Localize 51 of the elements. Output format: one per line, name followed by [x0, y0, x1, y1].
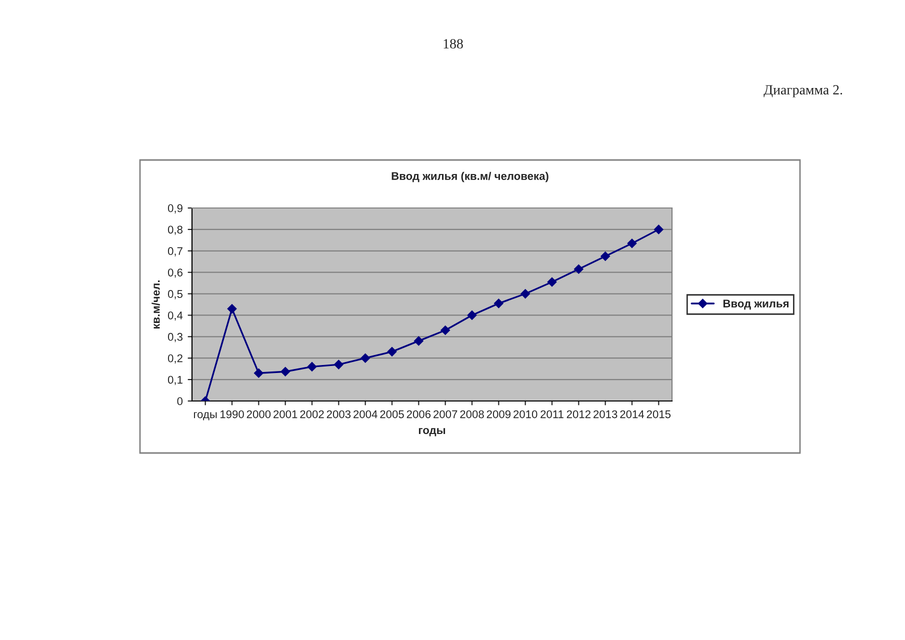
- x-tick-label: годы: [194, 412, 217, 420]
- x-tick-label: 2013: [594, 410, 618, 418]
- x-tick-label: 2000: [246, 410, 271, 418]
- x-tick-label: 2010: [514, 410, 538, 418]
- point: [280, 366, 290, 376]
- x-tick-label: 2014: [620, 410, 644, 418]
- x-tick-label: 1990: [220, 410, 244, 418]
- x-tick-label: 2015: [646, 410, 671, 418]
- x-tick-label: 2006: [406, 410, 431, 418]
- point: [547, 277, 557, 287]
- point: [360, 353, 370, 363]
- point: [600, 252, 610, 261]
- y-tick-label: 0,9: [168, 204, 182, 214]
- x-tick-label: 2003: [326, 410, 351, 418]
- x-tick-label: 2004: [354, 410, 378, 418]
- x-tick-label: 2009: [486, 410, 510, 418]
- x-tick-label: 2011: [540, 410, 564, 418]
- point: [307, 362, 317, 372]
- y-tick-label: 0,7: [168, 247, 182, 256]
- y-tick-label: 0,2: [168, 354, 182, 364]
- point: [467, 310, 477, 320]
- point: [440, 326, 450, 335]
- chart-title: Ввод жилья (кв.м/ человека): [392, 172, 548, 182]
- point: [574, 264, 584, 274]
- x-tick-label: 2008: [460, 410, 484, 418]
- y-tick-label: 0,6: [168, 268, 182, 278]
- point: [254, 368, 264, 378]
- x-tick-label: 2005: [380, 410, 404, 418]
- x-tick-label: 2001: [274, 410, 298, 418]
- legend-label: Ввод жилья: [723, 300, 788, 310]
- point: [387, 347, 397, 356]
- y-axis-title: кв.м/чел.: [152, 280, 160, 329]
- y-tick-label: 0,8: [168, 226, 182, 235]
- point: [227, 304, 237, 314]
- text: Диаграмма 2.: [764, 85, 842, 98]
- x-tick-label: 2007: [434, 410, 458, 418]
- y-tick-label: 0,1: [168, 376, 182, 386]
- y-tick-label: 0: [177, 397, 183, 406]
- x-tick-label: 2002: [300, 410, 324, 418]
- point: [494, 298, 504, 308]
- point: [627, 238, 637, 248]
- point: [520, 289, 530, 298]
- point: [654, 224, 664, 234]
- point: [414, 336, 424, 346]
- y-tick-label: 0,4: [168, 311, 183, 321]
- text: 188: [444, 39, 463, 48]
- y-tick-label: 0,5: [168, 290, 183, 300]
- x-axis-title: годы: [418, 428, 446, 436]
- x-tick-label: 2012: [566, 410, 590, 418]
- y-tick-label: 0,3: [168, 332, 182, 342]
- point: [334, 360, 344, 370]
